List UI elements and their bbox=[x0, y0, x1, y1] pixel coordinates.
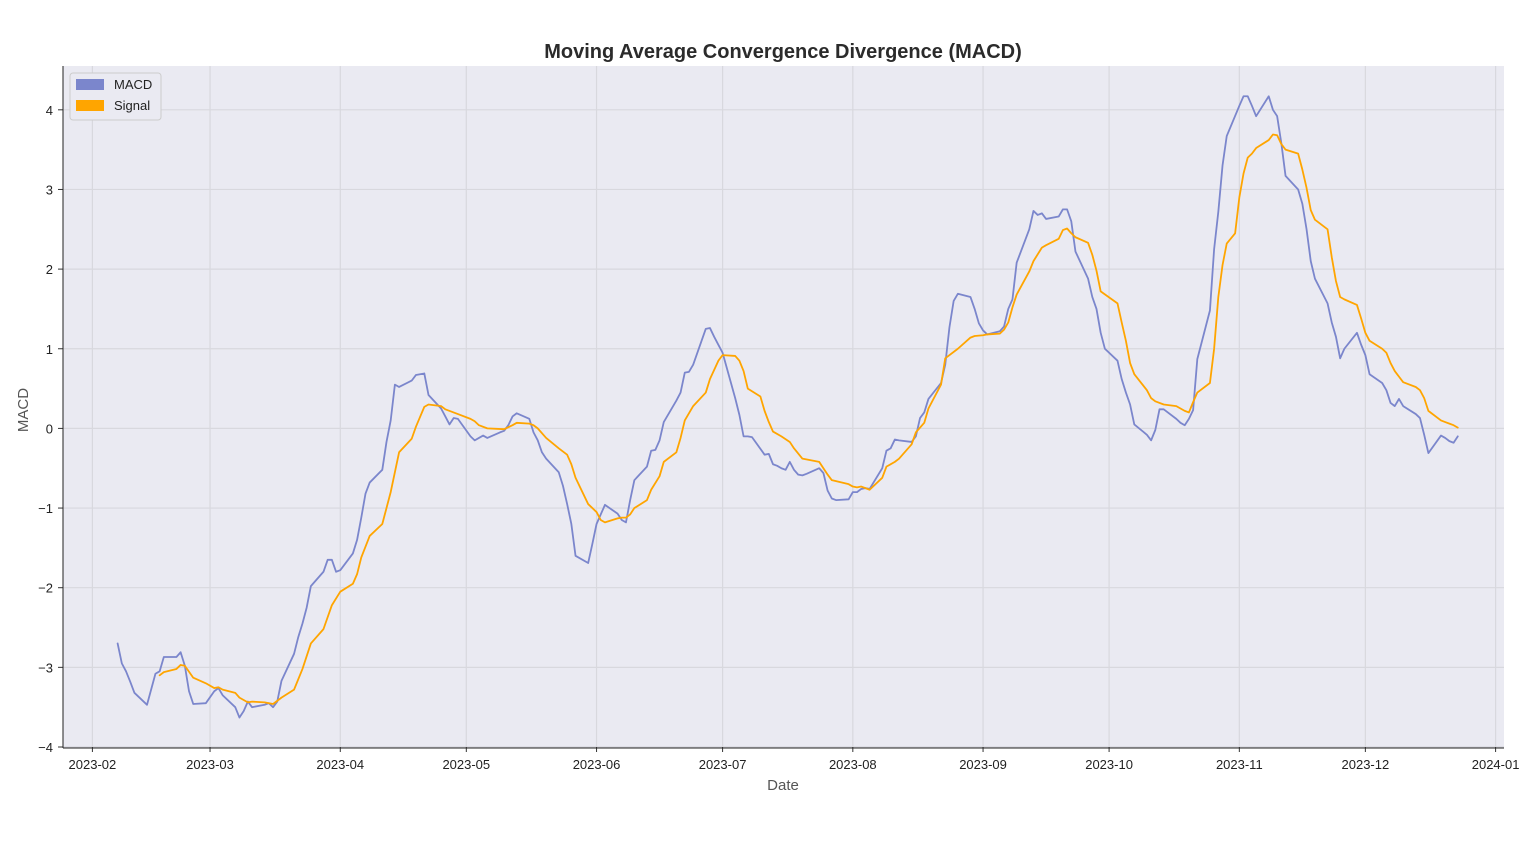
grid-lines bbox=[63, 66, 1504, 748]
y-tick-label: −3 bbox=[38, 660, 53, 675]
x-tick-label: 2023-08 bbox=[829, 757, 877, 772]
x-tick-label: 2023-02 bbox=[69, 757, 117, 772]
y-tick-label: 4 bbox=[46, 103, 53, 118]
x-tick-label: 2023-12 bbox=[1342, 757, 1390, 772]
y-tick-label: −2 bbox=[38, 581, 53, 596]
x-tick-label: 2023-06 bbox=[573, 757, 621, 772]
y-tick-label: 1 bbox=[46, 342, 53, 357]
x-tick-label: 2023-03 bbox=[186, 757, 234, 772]
x-tick-label: 2023-05 bbox=[442, 757, 490, 772]
x-tick-label: 2023-04 bbox=[316, 757, 364, 772]
series-lines bbox=[116, 95, 1459, 719]
x-tick-label: 2023-09 bbox=[959, 757, 1007, 772]
chart-title: Moving Average Convergence Divergence (M… bbox=[544, 41, 1022, 63]
legend: MACD Signal bbox=[69, 72, 162, 121]
y-tick-label: 0 bbox=[46, 421, 53, 436]
legend-label-signal: Signal bbox=[114, 98, 150, 113]
x-tick-label: 2024-01 bbox=[1472, 757, 1520, 772]
plot-area bbox=[63, 66, 1504, 747]
axis-ticks: 2023-02 2023-03 2023-04 2023-05 2023-06 2023-… bbox=[38, 103, 1519, 772]
legend-swatch-signal bbox=[76, 100, 104, 111]
y-tick-label: 2 bbox=[46, 262, 53, 277]
x-tick-label: 2023-10 bbox=[1085, 757, 1133, 772]
y-axis-label: MACD bbox=[15, 388, 32, 432]
series-line-signal bbox=[158, 133, 1459, 705]
series-line-macd bbox=[116, 95, 1459, 719]
legend-swatch-macd bbox=[76, 79, 104, 90]
x-tick-label: 2023-07 bbox=[699, 757, 747, 772]
legend-label-macd: MACD bbox=[114, 77, 152, 92]
x-tick-label: 2023-11 bbox=[1216, 757, 1263, 772]
y-tick-label: −4 bbox=[38, 740, 53, 755]
y-tick-label: −1 bbox=[38, 501, 53, 516]
x-axis-label: Date bbox=[767, 777, 799, 794]
y-tick-label: 3 bbox=[46, 182, 53, 197]
